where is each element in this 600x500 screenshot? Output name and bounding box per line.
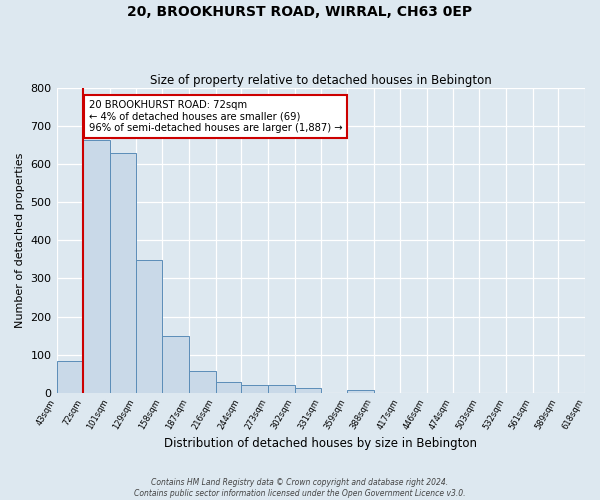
Bar [295, 388, 321, 392]
Bar [347, 390, 374, 392]
Y-axis label: Number of detached properties: Number of detached properties [15, 152, 25, 328]
Bar [241, 385, 268, 392]
Bar [110, 153, 136, 392]
Bar [268, 385, 295, 392]
Bar [136, 260, 162, 392]
Bar [215, 382, 241, 392]
X-axis label: Distribution of detached houses by size in Bebington: Distribution of detached houses by size … [164, 437, 477, 450]
Bar [189, 371, 215, 392]
Text: 20 BROOKHURST ROAD: 72sqm
← 4% of detached houses are smaller (69)
96% of semi-d: 20 BROOKHURST ROAD: 72sqm ← 4% of detach… [89, 100, 343, 133]
Text: Contains HM Land Registry data © Crown copyright and database right 2024.
Contai: Contains HM Land Registry data © Crown c… [134, 478, 466, 498]
Title: Size of property relative to detached houses in Bebington: Size of property relative to detached ho… [150, 74, 491, 87]
Bar [56, 362, 83, 392]
Text: 20, BROOKHURST ROAD, WIRRAL, CH63 0EP: 20, BROOKHURST ROAD, WIRRAL, CH63 0EP [127, 5, 473, 19]
Bar [162, 336, 189, 392]
Bar [83, 140, 110, 392]
